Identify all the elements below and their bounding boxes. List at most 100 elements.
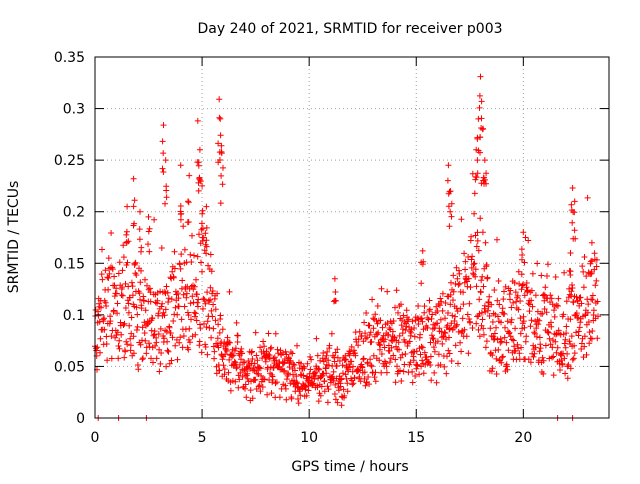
data-point bbox=[510, 299, 517, 306]
data-point bbox=[593, 277, 600, 284]
data-point bbox=[199, 210, 206, 217]
data-point bbox=[465, 275, 472, 282]
data-point bbox=[254, 357, 261, 364]
data-point bbox=[384, 288, 391, 295]
data-point bbox=[316, 366, 323, 373]
data-point bbox=[370, 325, 377, 332]
data-point bbox=[259, 384, 266, 390]
data-point bbox=[320, 350, 327, 356]
data-point bbox=[369, 296, 376, 303]
data-point bbox=[437, 316, 444, 323]
data-point bbox=[378, 369, 385, 376]
data-point bbox=[420, 370, 427, 377]
data-point bbox=[217, 132, 224, 139]
data-point bbox=[324, 348, 331, 355]
data-point bbox=[154, 297, 161, 304]
data-point bbox=[222, 346, 229, 353]
data-point bbox=[129, 292, 136, 299]
data-point bbox=[402, 351, 409, 357]
data-point bbox=[439, 340, 446, 347]
data-point bbox=[581, 254, 588, 260]
data-point bbox=[567, 316, 574, 323]
data-point bbox=[321, 388, 328, 395]
data-point bbox=[506, 291, 513, 298]
data-point bbox=[123, 228, 130, 235]
data-point bbox=[520, 229, 527, 236]
data-point bbox=[123, 239, 130, 245]
data-point bbox=[416, 371, 423, 378]
data-point bbox=[255, 383, 262, 390]
data-point bbox=[122, 348, 129, 355]
data-point bbox=[480, 283, 487, 290]
data-point bbox=[469, 325, 476, 331]
data-point bbox=[518, 271, 525, 278]
data-point bbox=[283, 376, 290, 383]
data-point bbox=[501, 334, 508, 341]
data-point bbox=[491, 287, 498, 293]
data-point bbox=[218, 142, 225, 149]
data-point bbox=[409, 379, 416, 386]
data-point bbox=[139, 324, 146, 331]
data-point bbox=[138, 267, 144, 274]
data-point bbox=[331, 275, 338, 282]
data-point bbox=[151, 328, 158, 335]
data-point bbox=[566, 291, 573, 298]
data-point bbox=[291, 362, 298, 368]
data-point bbox=[214, 290, 221, 297]
data-point bbox=[549, 344, 556, 351]
data-point bbox=[236, 361, 243, 368]
data-point bbox=[593, 263, 600, 270]
data-point bbox=[439, 290, 446, 297]
data-point bbox=[364, 360, 371, 367]
data-point bbox=[189, 293, 196, 300]
data-point bbox=[343, 356, 349, 363]
data-point bbox=[175, 295, 182, 302]
data-point bbox=[408, 326, 415, 333]
x-tick-label: 15 bbox=[407, 430, 425, 446]
data-point bbox=[217, 200, 224, 207]
data-point bbox=[501, 310, 508, 317]
data-point bbox=[368, 338, 375, 345]
data-point bbox=[578, 300, 585, 307]
data-point bbox=[566, 338, 573, 345]
data-point bbox=[359, 364, 366, 371]
data-point bbox=[164, 347, 171, 354]
data-point bbox=[145, 241, 151, 248]
data-point bbox=[265, 351, 272, 358]
data-point bbox=[96, 318, 103, 325]
data-point bbox=[552, 338, 559, 345]
data-point bbox=[268, 390, 275, 397]
data-point bbox=[252, 376, 259, 383]
data-point bbox=[515, 306, 522, 313]
data-point bbox=[520, 281, 527, 288]
data-point bbox=[199, 237, 206, 244]
data-point bbox=[347, 348, 354, 355]
data-point bbox=[499, 354, 505, 361]
data-point bbox=[577, 319, 584, 326]
data-point bbox=[231, 347, 238, 354]
data-point bbox=[378, 351, 385, 357]
data-point bbox=[227, 387, 234, 394]
data-point bbox=[131, 220, 138, 227]
data-point bbox=[532, 344, 539, 351]
data-point bbox=[563, 298, 570, 305]
data-point bbox=[486, 293, 493, 300]
data-point bbox=[411, 325, 418, 331]
data-point bbox=[165, 299, 172, 305]
data-point bbox=[249, 348, 255, 355]
data-point bbox=[444, 322, 451, 329]
data-point bbox=[374, 320, 381, 327]
data-point bbox=[229, 353, 236, 360]
data-point bbox=[366, 332, 373, 338]
data-point bbox=[419, 318, 426, 325]
data-point bbox=[488, 301, 495, 308]
data-point bbox=[442, 315, 448, 322]
data-point bbox=[418, 315, 425, 322]
data-point bbox=[108, 333, 115, 340]
data-point bbox=[322, 355, 329, 362]
data-point bbox=[133, 327, 140, 333]
data-point bbox=[409, 318, 416, 325]
data-point bbox=[170, 318, 177, 324]
data-point bbox=[137, 208, 143, 215]
